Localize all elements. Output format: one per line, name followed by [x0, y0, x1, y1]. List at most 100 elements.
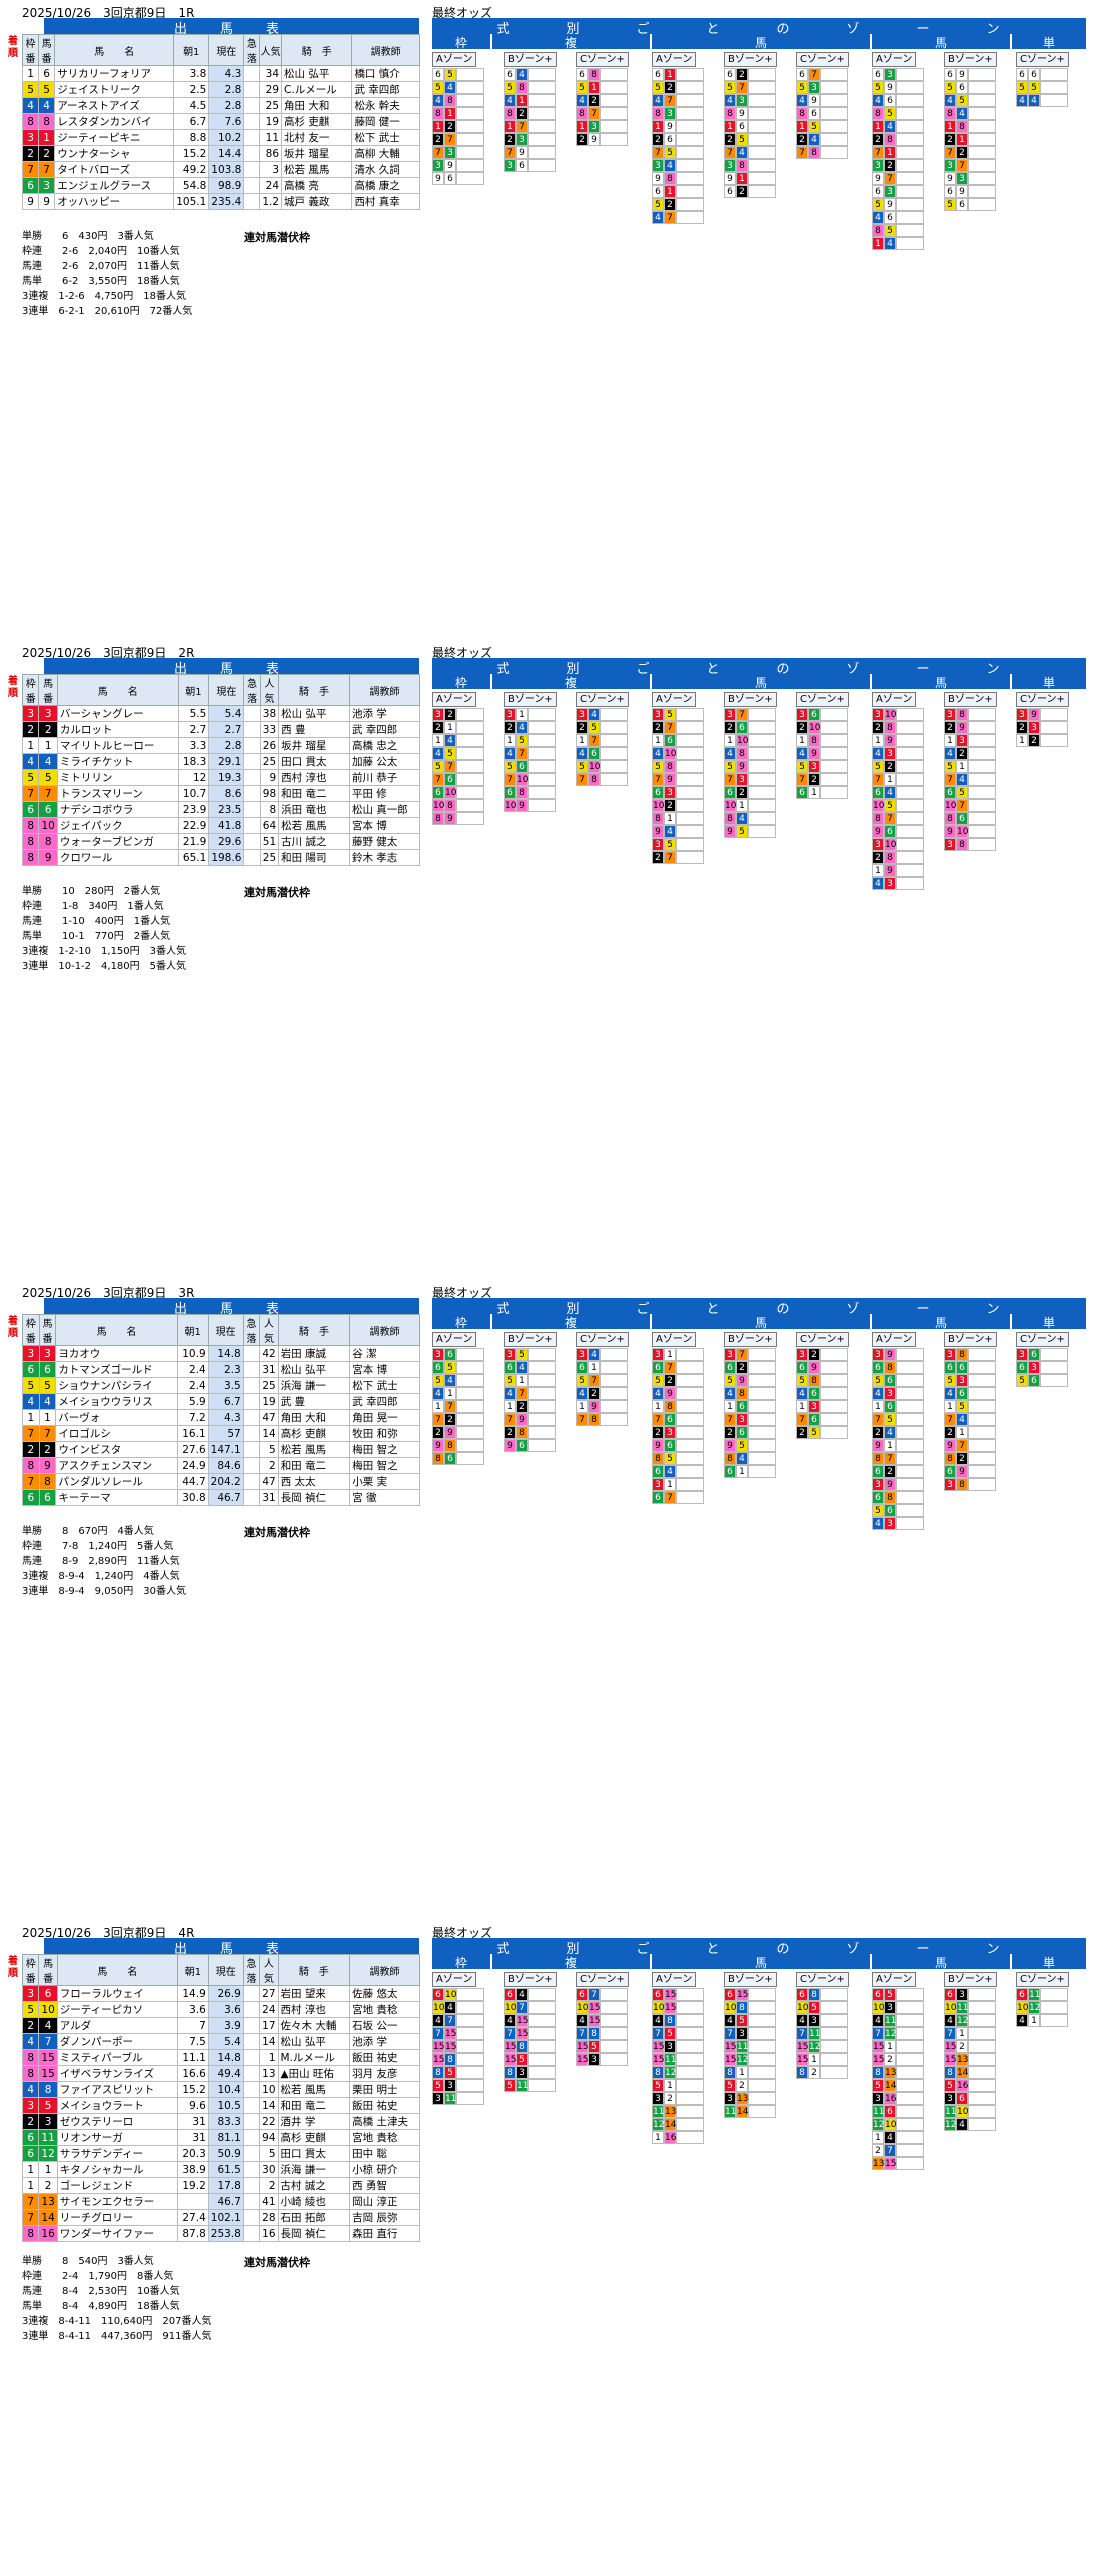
table-row[interactable]: 1 6 サリカリーフォリア 3.8 4.3 34 松山 弘平 橋口 慎介: [21, 65, 420, 82]
odds-row[interactable]: 15 8: [504, 2040, 556, 2053]
table-row[interactable]: 8 10 ジェイパック 22.9 41.8 64 松若 風馬 宮本 博: [21, 817, 421, 834]
horse-name[interactable]: リオンサーガ: [56, 2129, 179, 2146]
horse-name[interactable]: メイショウウラリス: [55, 1393, 178, 1410]
zone-button[interactable]: Aゾーン: [652, 52, 697, 67]
horse-name[interactable]: フローラルウェイ: [56, 1985, 179, 2002]
odds-row[interactable]: 6 10: [432, 1988, 484, 2001]
table-row[interactable]: 3 5 メイショウラート 9.6 10.5 14 和田 竜二 飯田 祐史: [21, 2097, 420, 2114]
zone-button[interactable]: Cゾーン+: [796, 1332, 849, 1347]
horse-name[interactable]: ミトリリン: [56, 769, 179, 786]
horse-name[interactable]: メイショウラート: [56, 2097, 179, 2114]
odds-row[interactable]: 7 12: [872, 2027, 924, 2040]
zone-button[interactable]: Bゾーン+: [504, 1332, 557, 1347]
horse-name[interactable]: ナデシコボウラ: [56, 801, 179, 818]
odds-row[interactable]: 4 11: [872, 2014, 924, 2027]
table-row[interactable]: 7 7 トランスマリーン 10.7 8.6 98 和田 竜二 平田 修: [21, 785, 421, 802]
odds-row[interactable]: 4 10: [652, 747, 704, 760]
odds-row[interactable]: 4 15: [576, 2014, 628, 2027]
zone-button[interactable]: Cゾーン+: [796, 1972, 849, 1987]
table-row[interactable]: 8 9 アスクチェンスマン 24.9 84.6 2 和田 竜二 梅田 智之: [22, 1457, 420, 1474]
horse-name[interactable]: サイモンエクセラー: [56, 2193, 179, 2210]
odds-row[interactable]: 5 16: [944, 2079, 996, 2092]
table-row[interactable]: 7 13 サイモンエクセラー 46.7 41 小崎 綾也 岡山 淳正: [21, 2193, 420, 2210]
zone-button[interactable]: Bゾーン+: [724, 1332, 777, 1347]
horse-name[interactable]: ウインビスタ: [55, 1441, 178, 1458]
odds-row[interactable]: 10 1: [724, 799, 776, 812]
odds-row[interactable]: 7 15: [504, 2027, 556, 2040]
table-row[interactable]: 7 7 タイトバローズ 49.2 103.8 3 松若 風馬 清水 久詞: [21, 161, 420, 178]
odds-row[interactable]: 11 13: [652, 2105, 704, 2118]
horse-name[interactable]: オッハッピー: [54, 193, 175, 210]
odds-row[interactable]: 5 10: [576, 760, 628, 773]
horse-name[interactable]: マイリトルヒーロー: [56, 737, 179, 754]
horse-name[interactable]: ヨカオウ: [55, 1345, 178, 1362]
odds-row[interactable]: 15 8: [432, 2053, 484, 2066]
table-row[interactable]: 3 3 バーシャングレー 5.5 5.4 38 松山 弘平 池添 学: [21, 705, 421, 722]
